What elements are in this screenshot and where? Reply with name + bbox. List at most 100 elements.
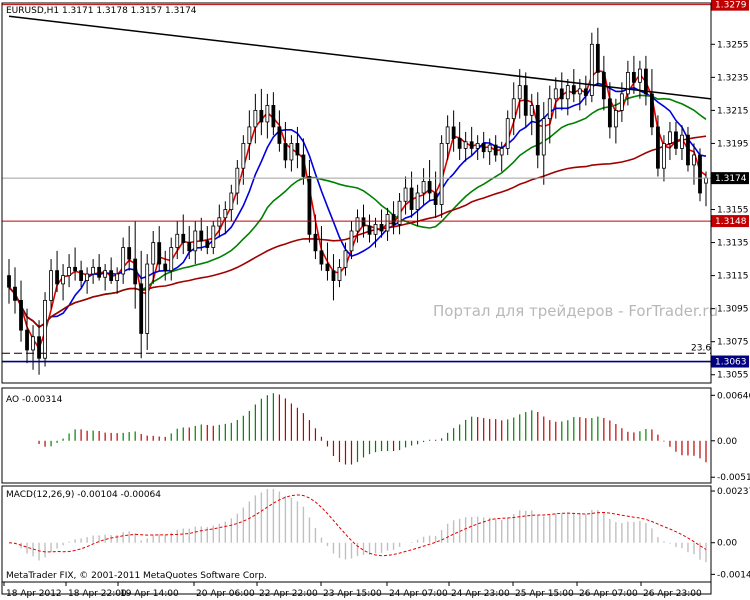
candle (343, 242, 348, 276)
candle-body (229, 192, 234, 210)
candle (253, 93, 258, 144)
candle (680, 125, 684, 160)
candle (589, 32, 594, 103)
candle (481, 131, 486, 159)
candle-body (607, 98, 612, 128)
candle (7, 259, 11, 304)
candle (433, 171, 438, 218)
candle (493, 135, 498, 162)
candle-body (157, 242, 162, 265)
candle-body (373, 223, 378, 235)
candle (427, 159, 432, 202)
candle-body (79, 270, 84, 281)
candle (583, 75, 588, 106)
candle-body (385, 214, 390, 232)
candle (541, 102, 546, 185)
candle (638, 60, 642, 99)
candle (535, 92, 540, 169)
candle (613, 98, 618, 144)
candle-body (85, 273, 90, 281)
candle-body (698, 154, 702, 194)
price-level-tag (711, 355, 749, 368)
candle (301, 138, 306, 185)
candle (331, 254, 336, 301)
copyright-text: MetaTrader FIX, © 2001-2011 MetaQuotes S… (6, 571, 267, 581)
candle-body (547, 98, 552, 120)
candle-body (307, 176, 312, 235)
candle-body (61, 275, 65, 285)
candle-body (325, 263, 330, 272)
candle (139, 250, 144, 359)
candle (235, 159, 240, 205)
candle-body (313, 233, 318, 252)
candle-body (253, 109, 258, 128)
candle (415, 184, 420, 227)
candle (145, 254, 150, 350)
candle (157, 226, 162, 271)
candle (547, 85, 552, 144)
candle-body (535, 105, 540, 156)
candle-body (7, 275, 11, 288)
trendline (8, 15, 712, 100)
candle-body (367, 225, 372, 235)
candle (698, 148, 702, 202)
candle (505, 110, 510, 155)
ao-tick-label: 0.00 (717, 437, 737, 447)
candle (668, 121, 672, 160)
candle (103, 264, 108, 291)
panel-frame (1, 387, 712, 484)
candle (49, 259, 53, 309)
candle (511, 82, 516, 136)
candle (499, 141, 504, 172)
candle (307, 159, 312, 243)
candle-body (662, 143, 666, 169)
price-tick-label: 1.3255 (717, 40, 749, 50)
candle-body (650, 93, 654, 128)
price-level-tag (711, 172, 749, 185)
candle-body (121, 247, 126, 275)
candle-body (19, 299, 23, 331)
candle (517, 69, 522, 119)
candle-body (295, 143, 300, 156)
candle (271, 92, 276, 136)
candle (385, 207, 390, 241)
candle-body (583, 88, 588, 96)
candle-body (625, 71, 630, 95)
candle-body (259, 109, 264, 123)
candle-body (421, 181, 426, 194)
candle (397, 193, 402, 235)
candle (91, 259, 96, 284)
candle (313, 214, 318, 260)
price-level-tag (711, 215, 749, 228)
candle-body (205, 240, 210, 248)
candle-body (433, 192, 438, 205)
candle-body (235, 167, 240, 194)
candle-body (577, 88, 582, 95)
price-panel: 1.32551.32351.32151.31951.31741.31551.31… (2, 0, 749, 381)
candle (656, 115, 660, 177)
candle (529, 93, 534, 136)
candle-body (151, 242, 156, 265)
candle (607, 82, 612, 139)
candle (487, 138, 492, 165)
candle-body (445, 126, 450, 144)
candle (662, 135, 666, 182)
candle-body (680, 134, 684, 149)
candle-body (25, 329, 29, 351)
ao-label: AO -0.00314 (6, 395, 63, 405)
candle (674, 121, 678, 155)
candle (169, 237, 174, 281)
candle (373, 217, 378, 248)
candle (463, 131, 468, 162)
candle-body (331, 270, 336, 281)
candle-body (343, 250, 348, 268)
candle-body (674, 131, 678, 149)
candle-body (283, 143, 288, 161)
candle-body (505, 118, 510, 149)
candle (644, 55, 648, 106)
candle (19, 280, 23, 342)
candle-body (91, 266, 96, 275)
macd-tick-label: 0.00 (717, 539, 737, 549)
candle (337, 259, 342, 288)
